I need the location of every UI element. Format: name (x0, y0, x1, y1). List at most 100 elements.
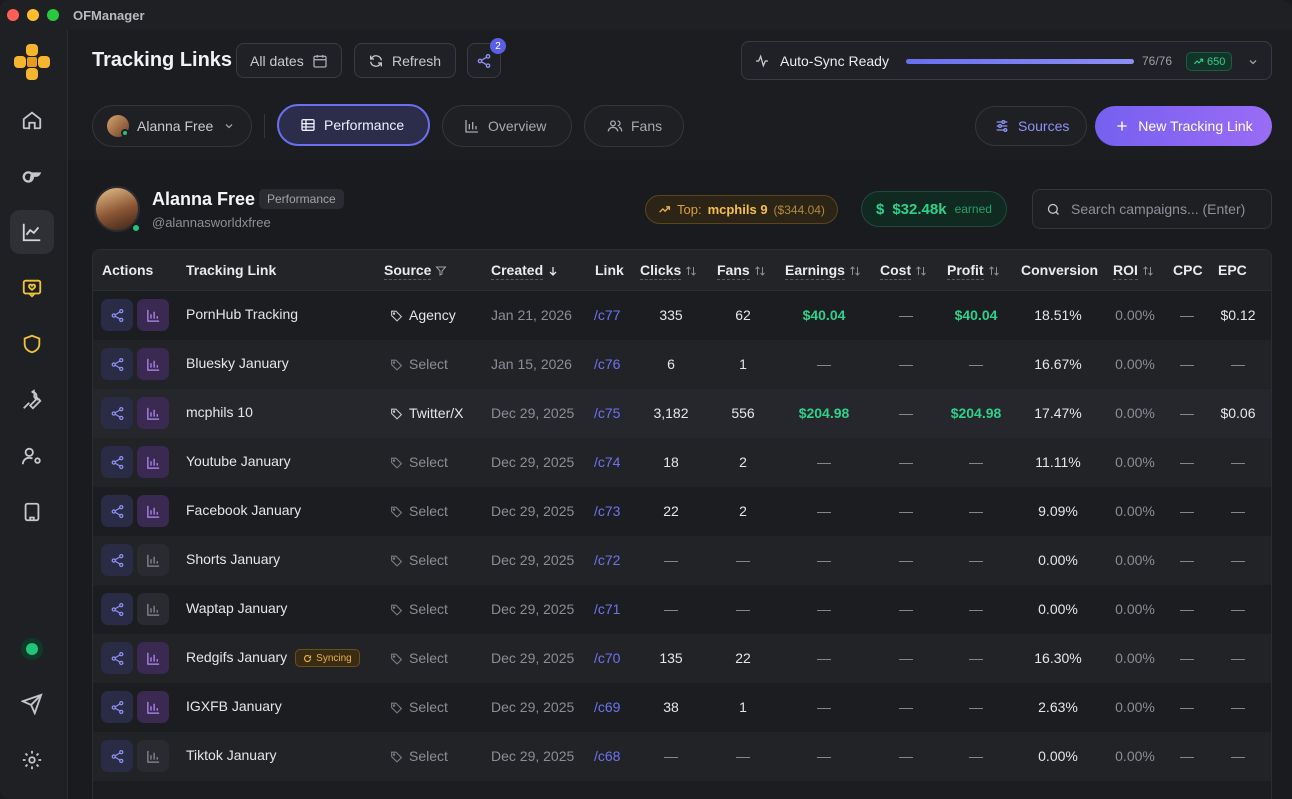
cell-name[interactable]: IGXFB January (186, 698, 282, 714)
cell-link[interactable]: /c70 (594, 650, 621, 666)
nav-settings[interactable] (10, 738, 54, 782)
tab-overview[interactable]: Overview (442, 105, 572, 147)
col-actions: Actions (102, 262, 153, 278)
nav-tools[interactable] (10, 378, 54, 422)
cell-name[interactable]: Waptap January (186, 600, 287, 616)
cell-link[interactable]: /c74 (594, 454, 621, 470)
nav-security[interactable] (10, 322, 54, 366)
table-row[interactable]: Shorts January Select Dec 29, 2025/c72 — — — —… (93, 536, 1271, 585)
share-link-button[interactable] (101, 299, 133, 331)
cell-name[interactable]: Redgifs January Syncing (186, 649, 360, 668)
cell-link[interactable]: /c76 (594, 356, 621, 372)
cell-source[interactable]: Select (390, 454, 448, 470)
table-row[interactable]: IGXFB January Select Dec 29, 2025/c69 38 1 — —… (93, 683, 1271, 732)
cell-source[interactable]: Select (390, 601, 448, 617)
col-cost[interactable]: Cost (880, 262, 927, 280)
nav-send[interactable] (10, 682, 54, 726)
view-stats-button[interactable] (137, 397, 169, 429)
cell-source[interactable]: Select (390, 356, 448, 372)
view-stats-button[interactable] (137, 495, 169, 527)
nav-user-settings[interactable] (10, 434, 54, 478)
share-link-button[interactable] (101, 593, 133, 625)
title-bar: OFManager (0, 0, 1292, 30)
view-stats-button[interactable] (137, 348, 169, 380)
cell-name[interactable]: Tiktok January (186, 747, 277, 763)
auto-sync-panel[interactable]: Auto-Sync Ready 76/76 650 (741, 41, 1272, 80)
cell-source[interactable]: Agency (390, 307, 456, 323)
cell-link[interactable]: /c73 (594, 503, 621, 519)
col-clicks[interactable]: Clicks (640, 262, 697, 280)
col-profit[interactable]: Profit (947, 262, 1000, 280)
col-roi[interactable]: ROI (1113, 262, 1154, 280)
view-stats-button[interactable] (137, 544, 169, 576)
nav-analytics[interactable] (10, 210, 54, 254)
cell-link[interactable]: /c77 (594, 307, 621, 323)
table-row[interactable]: PornHub Tracking Agency Jan 21, 2026/c77 33… (93, 291, 1271, 340)
share-link-button[interactable] (101, 397, 133, 429)
nav-messages[interactable] (10, 266, 54, 310)
cell-name[interactable]: Youtube January (186, 453, 291, 469)
tab-performance[interactable]: Performance (277, 104, 430, 146)
share-link-button[interactable] (101, 495, 133, 527)
col-fans[interactable]: Fans (717, 262, 766, 280)
share-link-button[interactable] (101, 740, 133, 772)
table-row[interactable]: Waptap January Select Dec 29, 2025/c71 — — — —… (93, 585, 1271, 634)
cell-name[interactable]: Facebook January (186, 502, 301, 518)
cell-source[interactable]: Select (390, 699, 448, 715)
close-window-button[interactable] (7, 9, 19, 21)
cell-link[interactable]: /c71 (594, 601, 621, 617)
sources-button[interactable]: Sources (975, 106, 1087, 146)
cell-link[interactable]: /c68 (594, 748, 621, 764)
cell-source[interactable]: Select (390, 503, 448, 519)
view-stats-button[interactable] (137, 299, 169, 331)
tag-icon (391, 457, 403, 469)
cell-link[interactable]: /c69 (594, 699, 621, 715)
chevron-down-icon[interactable] (1247, 56, 1259, 68)
table-row[interactable]: Redgifs January Syncing Select Dec 29, 2025… (93, 634, 1271, 683)
cell-source[interactable]: Twitter/X (390, 405, 463, 421)
table-row[interactable]: mcphils 10 Twitter/X Dec 29, 2025/c75 3,182… (93, 389, 1271, 438)
cell-link[interactable]: /c72 (594, 552, 621, 568)
refresh-button[interactable]: Refresh (354, 43, 456, 78)
tab-fans[interactable]: Fans (584, 105, 684, 147)
maximize-window-button[interactable] (47, 9, 59, 21)
nav-onlyfans[interactable] (10, 154, 54, 198)
nav-building[interactable] (10, 490, 54, 534)
view-stats-button[interactable] (137, 642, 169, 674)
share-link-button[interactable] (101, 544, 133, 576)
share-link-button[interactable] (101, 642, 133, 674)
cell-link[interactable]: /c75 (594, 405, 621, 421)
cell-source[interactable]: Select (390, 650, 448, 666)
connection-status-indicator[interactable] (21, 638, 43, 660)
cell-name[interactable]: Bluesky January (186, 355, 289, 371)
view-stats-button[interactable] (137, 740, 169, 772)
date-filter-button[interactable]: All dates (236, 43, 342, 78)
col-source[interactable]: Source (384, 262, 448, 280)
minimize-window-button[interactable] (27, 9, 39, 21)
cell-name[interactable]: PornHub Tracking (186, 306, 298, 322)
view-stats-button[interactable] (137, 593, 169, 625)
cell-source[interactable]: Select (390, 552, 448, 568)
share-link-button[interactable] (101, 446, 133, 478)
table-row[interactable]: Tiktok January Select Dec 29, 2025/c68 — — — —… (93, 732, 1271, 781)
search-input[interactable]: Search campaigns... (Enter) (1032, 189, 1272, 229)
new-tracking-link-button[interactable]: New Tracking Link (1095, 106, 1272, 146)
account-selector[interactable]: Alanna Free (92, 105, 252, 147)
cell-cost: — (899, 356, 913, 372)
app-logo-icon[interactable] (12, 42, 52, 82)
col-created[interactable]: Created (491, 262, 559, 280)
cell-name[interactable]: mcphils 10 (186, 404, 253, 420)
table-row[interactable]: Youtube January Select Dec 29, 2025/c74 18 2… (93, 438, 1271, 487)
view-stats-button[interactable] (137, 446, 169, 478)
col-earnings[interactable]: Earnings (785, 262, 861, 280)
share-link-button[interactable] (101, 348, 133, 380)
col-link-label: Link (595, 262, 624, 278)
view-stats-button[interactable] (137, 691, 169, 723)
table-row[interactable]: Bluesky January Select Jan 15, 2026/c76 6 1 —… (93, 340, 1271, 389)
filter-icon[interactable] (435, 265, 448, 277)
share-link-button[interactable] (101, 691, 133, 723)
cell-name[interactable]: Shorts January (186, 551, 280, 567)
table-row[interactable]: Facebook January Select Dec 29, 2025/c73 22… (93, 487, 1271, 536)
cell-source[interactable]: Select (390, 748, 448, 764)
nav-home[interactable] (10, 98, 54, 142)
